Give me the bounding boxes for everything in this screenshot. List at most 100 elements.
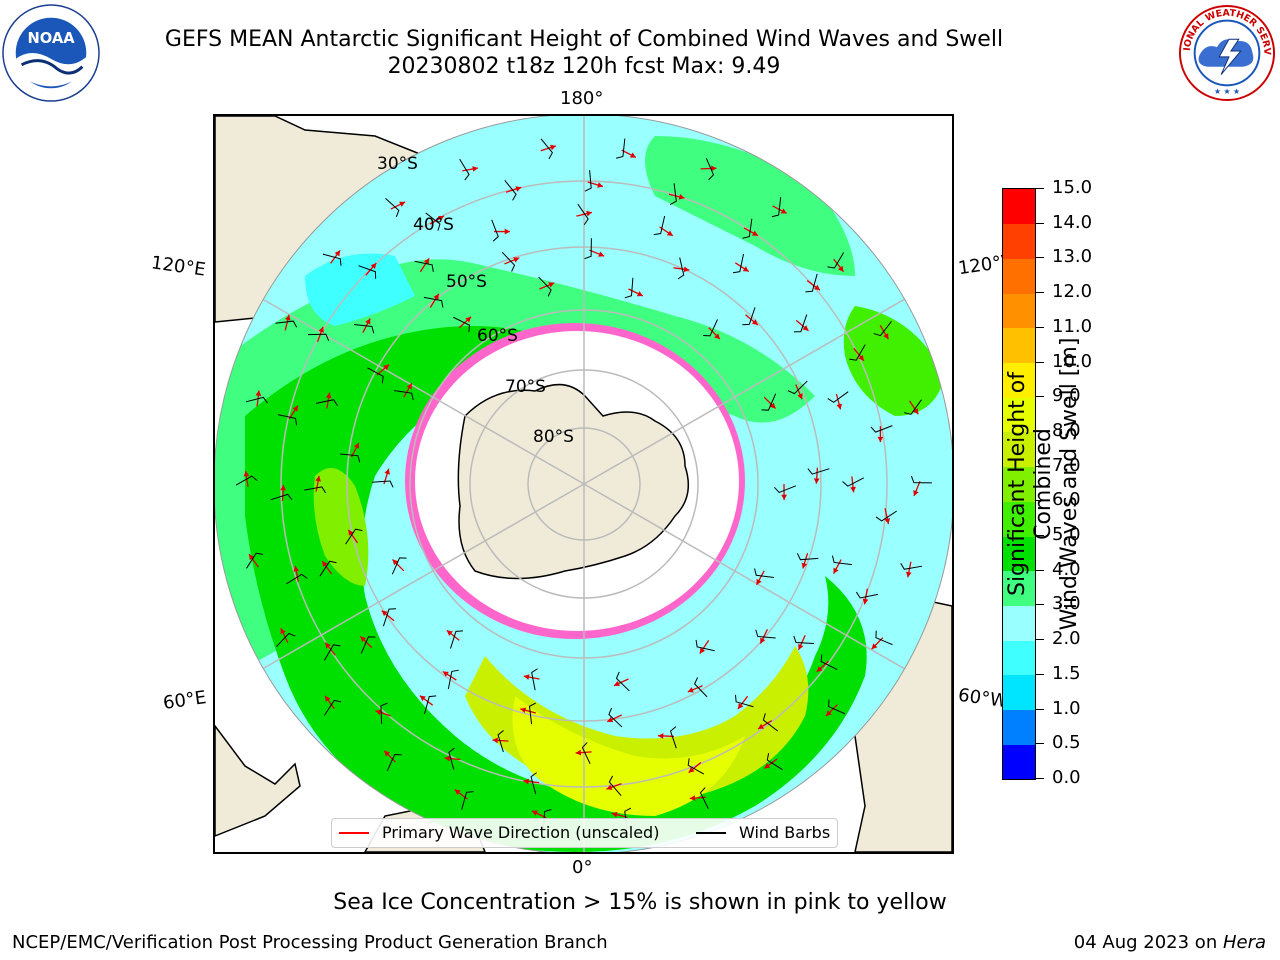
wave-arrow-head bbox=[836, 403, 842, 410]
colorbar-segment bbox=[1003, 431, 1035, 468]
wind-barb bbox=[528, 702, 536, 725]
wave-arrow-head bbox=[598, 251, 605, 257]
wind-barb bbox=[584, 238, 592, 260]
wave-arrow-head bbox=[334, 250, 341, 257]
lat-label-70s: 70°S bbox=[505, 377, 546, 397]
wave-arrow-head bbox=[913, 408, 919, 415]
wind-barb bbox=[245, 396, 268, 404]
wind-barb bbox=[270, 493, 293, 501]
colorbar-tick-label: 5.0 bbox=[1052, 524, 1081, 546]
lat-label-40s: 40°S bbox=[413, 215, 454, 235]
wind-barb bbox=[367, 367, 384, 384]
colorbar-segment bbox=[1003, 570, 1035, 606]
wave-arrow-head bbox=[504, 228, 510, 235]
colorbar-tick-label: 11.0 bbox=[1052, 315, 1093, 337]
wind-barb bbox=[742, 218, 753, 239]
wave-arrow-head bbox=[862, 598, 869, 605]
wave-arrow-head bbox=[249, 554, 255, 561]
wind-barb bbox=[793, 635, 814, 645]
wave-arrow-head bbox=[375, 709, 382, 716]
wind-barb bbox=[787, 380, 808, 395]
colorbar-tick-mark bbox=[1036, 257, 1044, 259]
wind-barb bbox=[345, 528, 363, 545]
colorbar-tick-mark bbox=[1036, 778, 1044, 779]
wave-arrow-head bbox=[492, 737, 498, 744]
wave-arrow-head bbox=[406, 383, 412, 390]
wave-arrow-head bbox=[666, 230, 673, 236]
wind-barb bbox=[805, 273, 818, 293]
colorbar-segment bbox=[1003, 501, 1035, 537]
wind-barb bbox=[315, 399, 338, 406]
wave-arrow-head bbox=[752, 230, 759, 236]
wave-arrow-head bbox=[520, 707, 527, 714]
wind-barb bbox=[910, 475, 932, 484]
wave-arrow-head bbox=[531, 810, 538, 816]
wind-barb bbox=[732, 253, 744, 274]
wave-arrow-head bbox=[586, 210, 592, 217]
wave-arrow-head bbox=[360, 636, 367, 643]
colorbar-label-line1: Significant Height of Combined bbox=[1005, 371, 1056, 597]
wind-barb bbox=[339, 453, 361, 463]
wind-barb bbox=[323, 644, 341, 661]
page-subtitle: 20230802 t18z 120h fcst Max: 9.49 bbox=[387, 54, 781, 79]
wave-arrow-head bbox=[384, 750, 390, 757]
wave-arrow-head bbox=[444, 755, 450, 762]
wind-barb bbox=[235, 475, 258, 486]
wind-barb bbox=[734, 694, 754, 708]
wind-barb bbox=[771, 197, 782, 218]
footer-machine: Hera bbox=[1222, 932, 1266, 953]
wind-barb bbox=[807, 468, 830, 475]
colorbar-segment bbox=[1003, 709, 1035, 745]
longitude-lines bbox=[215, 116, 952, 852]
footer-date: 04 Aug 2023 on Hera bbox=[1074, 932, 1266, 953]
wind-barb bbox=[358, 265, 377, 279]
wave-arrow-head bbox=[802, 325, 809, 331]
wave-arrow-head bbox=[454, 789, 461, 796]
wave-arrow-head bbox=[884, 518, 891, 524]
nws-logo-stars: ★ ★ ★ bbox=[1214, 87, 1240, 96]
wind-barb bbox=[286, 573, 308, 585]
noaa-logo: NOAA bbox=[2, 4, 100, 102]
wind-barb bbox=[425, 212, 441, 231]
wave-arrow-head bbox=[325, 392, 332, 399]
wave-arrow-head bbox=[636, 291, 643, 297]
wave-arrow-head bbox=[442, 671, 449, 677]
wave-arrow-head bbox=[780, 208, 787, 214]
wind-barb bbox=[246, 552, 264, 569]
map-legend: Primary Wave Direction (unscaled) Wind B… bbox=[331, 818, 838, 848]
wind-barb bbox=[459, 158, 470, 181]
wind-barb bbox=[849, 344, 866, 361]
colorbar-tick-mark bbox=[1036, 673, 1044, 675]
wave-arrow-head bbox=[383, 364, 390, 371]
colorbar-tick-label: 1.5 bbox=[1052, 662, 1081, 684]
wind-barb bbox=[820, 654, 838, 671]
wind-barb bbox=[669, 183, 677, 205]
wave-arrow-head bbox=[472, 166, 478, 172]
wave-arrow-head bbox=[781, 494, 787, 500]
lon-label-60e: 60°E bbox=[161, 687, 208, 714]
wind-barb bbox=[414, 260, 434, 272]
colorbar-tick-mark bbox=[1036, 708, 1044, 710]
wind-barb bbox=[687, 758, 705, 775]
wave-arrow-head bbox=[769, 402, 776, 409]
wave-arrow-head bbox=[322, 560, 328, 567]
wave-arrow-head bbox=[515, 186, 522, 192]
wind-barb bbox=[766, 753, 783, 771]
wind-barb bbox=[304, 486, 326, 494]
wave-arrow-head bbox=[611, 811, 618, 818]
wind-barb bbox=[323, 699, 342, 716]
colorbar-label-line2: Wind Waves and Swell [m] bbox=[1057, 337, 1082, 631]
wave-arrow-head bbox=[423, 258, 430, 265]
wave-arrow-head bbox=[292, 405, 298, 412]
wind-barb bbox=[538, 276, 552, 297]
colorbar-tick-label: 4.0 bbox=[1052, 558, 1081, 580]
wave-arrow-head bbox=[798, 643, 804, 650]
wind-barb bbox=[277, 414, 298, 426]
wave-arrow-head bbox=[905, 571, 912, 578]
wind-barb bbox=[677, 257, 685, 280]
wind-barb bbox=[608, 707, 623, 728]
wave-arrow-head bbox=[325, 695, 331, 702]
polar-map[interactable]: 30°S 40°S 50°S 60°S 70°S 80°S bbox=[213, 114, 954, 854]
lon-label-120e: 120°E bbox=[149, 252, 207, 281]
colorbar-segment bbox=[1003, 293, 1035, 329]
